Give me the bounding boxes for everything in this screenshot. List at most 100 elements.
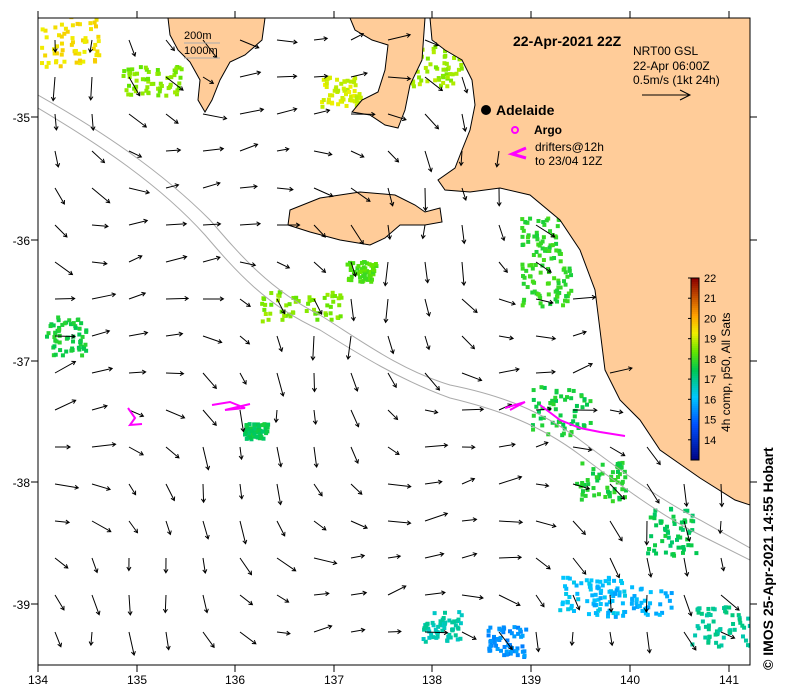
current-vectors [50, 32, 740, 656]
y-tick-label: -37 [13, 355, 31, 369]
sst-pixel [667, 598, 672, 603]
sst-pixel [368, 271, 373, 276]
sst-pixel [174, 66, 179, 71]
current-arrow [498, 442, 516, 448]
current-arrow [202, 372, 217, 390]
sst-pixel [329, 317, 334, 322]
sst-pixel [433, 627, 438, 632]
current-arrow [461, 517, 478, 523]
sst-pixel [602, 595, 607, 600]
sst-pixel [443, 49, 448, 54]
current-arrow [424, 512, 449, 522]
sst-pixel [124, 88, 129, 93]
sst-pixel [57, 327, 62, 332]
sst-pixel [326, 97, 331, 102]
y-tick-label: -35 [13, 111, 31, 125]
sst-pixel [587, 581, 592, 586]
argo-label: Argo [534, 123, 562, 137]
current-arrow [128, 520, 139, 534]
sst-pixel [596, 608, 601, 613]
sst-pixel [79, 321, 84, 326]
sst-pixel [610, 499, 615, 504]
sst-pixel [328, 311, 333, 316]
sst-pixel [607, 589, 612, 594]
sst-pixel [442, 54, 447, 59]
current-arrow [54, 224, 68, 238]
sst-pixel [609, 478, 614, 483]
sst-pixel [144, 88, 149, 93]
sst-pixel [607, 608, 612, 613]
sst-pixel [653, 543, 658, 548]
sst-pixel [266, 317, 271, 322]
sst-pixel [600, 471, 605, 476]
drifter-tracks [127, 400, 626, 437]
colorbar-segment [691, 408, 699, 410]
colorbar-segment [691, 364, 699, 366]
current-arrow [276, 446, 283, 468]
model-name: NRT00 GSL [633, 44, 698, 58]
colorbar-segment [691, 416, 699, 418]
sst-pixel [244, 431, 249, 436]
current-arrow [313, 520, 327, 531]
sst-pixel [60, 48, 65, 53]
x-tick-label: 139 [521, 673, 541, 687]
current-arrow [128, 483, 137, 496]
sst-pixel [556, 281, 561, 286]
sst-pixel [244, 423, 249, 428]
sst-pixel [617, 462, 622, 467]
sst-pixel [309, 297, 314, 302]
current-arrow [128, 39, 137, 57]
colorbar-segment [691, 392, 699, 394]
sst-pixel [613, 591, 618, 596]
sst-pixel [321, 98, 326, 103]
sst-pixel [369, 279, 374, 284]
sst-pixel [564, 395, 569, 400]
colorbar-segment [691, 306, 699, 308]
current-arrow [91, 366, 114, 374]
sst-pixel [588, 420, 593, 425]
sst-pixel [127, 74, 132, 79]
current-arrow [54, 187, 65, 205]
colorbar-segment [691, 424, 699, 426]
colorbar-segment [691, 312, 699, 314]
sst-pixel [613, 478, 618, 483]
sst-pixel [338, 293, 343, 298]
sst-pixel [595, 585, 600, 590]
sst-pixel [537, 253, 542, 258]
sst-pixel [497, 627, 502, 632]
sst-pixel [442, 625, 447, 630]
sst-pixel [535, 237, 540, 242]
sst-pixel [555, 294, 560, 299]
sst-pixel [589, 578, 594, 583]
sst-pixel [622, 495, 627, 500]
colorbar-segment [691, 372, 699, 374]
drifter-track [127, 407, 143, 427]
sst-pixel [527, 263, 532, 268]
sst-pixel [419, 78, 424, 83]
sst-pixel [536, 292, 541, 297]
current-arrow [313, 224, 327, 238]
current-arrow [90, 113, 96, 132]
sst-pixel [440, 628, 445, 633]
current-arrow [239, 631, 257, 645]
sst-pixel [676, 534, 681, 539]
sst-pixel [623, 475, 628, 480]
sst-pixel [528, 216, 533, 221]
sst-pixel [371, 267, 376, 272]
colorbar-tick-label: 19 [704, 334, 716, 346]
sst-pixel [488, 638, 493, 643]
sst-pixel [564, 586, 569, 591]
sst-pixel [522, 297, 527, 302]
sst-pixel [89, 27, 94, 32]
sst-pixel [523, 219, 528, 224]
sst-pixel [622, 469, 627, 474]
sst-pixel [411, 81, 416, 86]
model-info: NRT00 GSL 22-Apr 06:00Z 0.5m/s (1kt 24h) [633, 44, 720, 101]
sst-pixel [360, 279, 365, 284]
current-arrow [350, 187, 371, 202]
x-tick-label: 138 [422, 673, 442, 687]
current-arrow [128, 76, 141, 97]
sst-pixel [342, 79, 347, 84]
sst-pixel [565, 299, 570, 304]
sst-pixel [447, 618, 452, 623]
